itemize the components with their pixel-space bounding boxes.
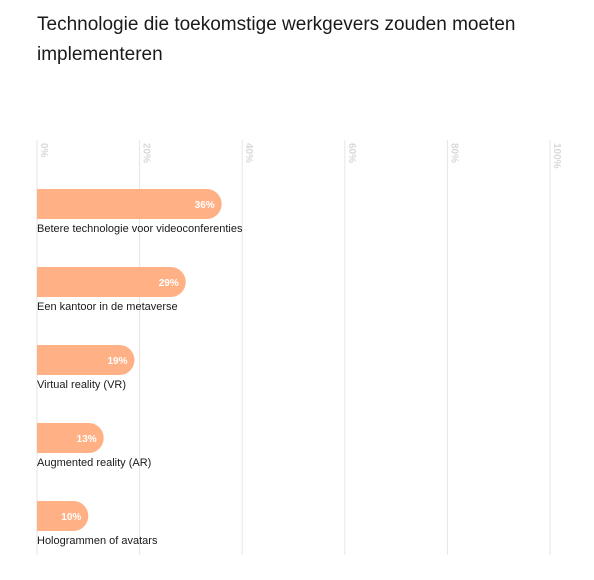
x-tick-label: 0% [38,143,49,158]
bar [37,423,104,453]
bar [37,501,89,531]
bars: 36% Betere technologie voor videoconferen… [37,189,243,547]
x-axis-tick-labels: 0% 20% 40% 60% 80% 100% [38,143,562,169]
x-tick-label: 40% [243,143,254,163]
category-label: Betere technologie voor videoconferentie… [37,223,243,235]
x-tick-label: 80% [448,143,459,163]
x-tick-label: 100% [551,143,562,169]
bar-value-label: 13% [77,434,97,445]
category-label: Een kantoor in de metaverse [37,301,178,313]
category-label: Hologrammen of avatars [37,535,158,547]
bar-value-label: 19% [107,356,127,367]
category-label: Augmented reality (AR) [37,457,151,469]
x-tick-label: 20% [141,143,152,163]
bar [37,267,186,297]
bar [37,345,135,375]
chart-title: Technologie die toekomstige werkgevers z… [37,14,516,65]
category-label: Virtual reality (VR) [37,379,126,391]
bar [37,189,222,219]
bar-value-label: 29% [159,278,179,289]
bar-value-label: 10% [61,512,81,523]
bar-value-label: 36% [195,200,215,211]
x-tick-label: 60% [346,143,357,163]
